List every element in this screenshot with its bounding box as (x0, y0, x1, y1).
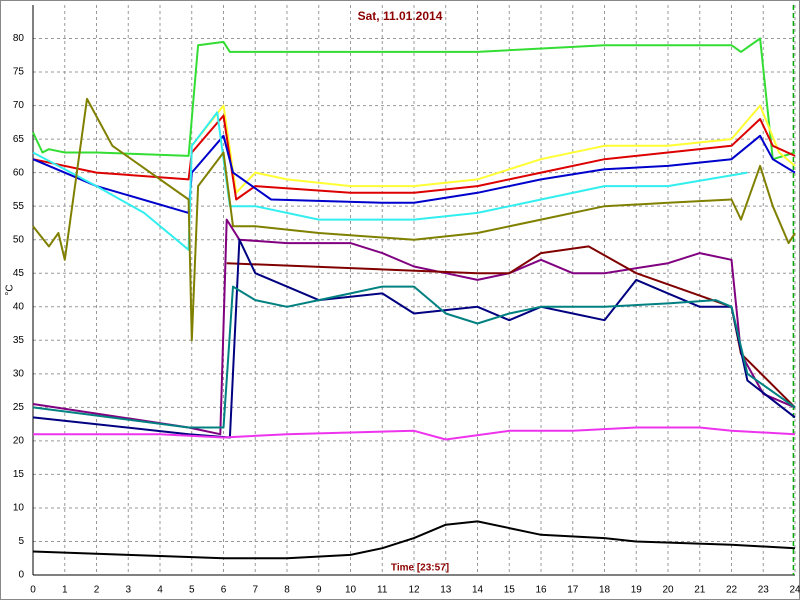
x-tick-label: 21 (694, 585, 706, 596)
series-line (32, 285, 796, 429)
y-tick-label: 0 (18, 570, 24, 581)
x-tick-label: 7 (252, 585, 258, 596)
x-tick-label: 16 (535, 585, 547, 596)
y-tick-label: 50 (13, 234, 25, 245)
x-tick-label: 8 (284, 585, 290, 596)
series-line (32, 520, 796, 560)
x-tick-label: 1 (62, 585, 68, 596)
series-line (32, 111, 748, 251)
y-tick-label: 10 (13, 503, 25, 514)
y-tick-label: 35 (13, 335, 25, 346)
x-tick-label: 10 (345, 585, 357, 596)
x-tick-label: 3 (125, 585, 131, 596)
y-tick-label: 55 (13, 201, 25, 212)
x-tick-label: 2 (94, 585, 100, 596)
x-tick-label: 12 (408, 585, 420, 596)
y-tick-label: 25 (13, 402, 25, 413)
y-axis-label: °C (5, 284, 16, 295)
series-line (191, 104, 796, 194)
chart-title: Sat, 11.01.2014 (358, 9, 443, 23)
x-tick-label: 19 (631, 585, 643, 596)
x-tick-label: 23 (758, 585, 770, 596)
series-line (32, 97, 796, 342)
y-tick-label: 20 (13, 436, 25, 447)
y-tick-label: 70 (13, 100, 25, 111)
x-tick-label: 14 (472, 585, 484, 596)
series-line (32, 37, 796, 161)
y-tick-label: 45 (13, 268, 25, 279)
series-line (33, 426, 796, 441)
y-tick-label: 30 (13, 368, 25, 379)
x-tick-label: 5 (189, 585, 195, 596)
x-tick-label: 18 (599, 585, 611, 596)
x-tick-label: 17 (567, 585, 579, 596)
x-tick-label: 24 (789, 585, 800, 596)
x-tick-label: 11 (377, 585, 388, 596)
x-tick-label: 13 (440, 585, 452, 596)
y-tick-label: 15 (13, 469, 25, 480)
y-tick-label: 40 (13, 301, 25, 312)
x-tick-label: 9 (316, 585, 322, 596)
x-tick-label: 4 (157, 585, 163, 596)
x-tick-label: 0 (30, 585, 36, 596)
x-tick-label: 20 (662, 585, 674, 596)
y-tick-label: 80 (13, 33, 25, 44)
y-tick-label: 65 (13, 134, 25, 145)
series-line (32, 218, 796, 436)
y-tick-label: 60 (13, 167, 25, 178)
y-tick-label: 75 (13, 67, 25, 78)
x-tick-label: 15 (504, 585, 516, 596)
x-axis-label: Time [23:57] (391, 563, 449, 574)
y-tick-label: 5 (18, 536, 24, 547)
x-tick-label: 6 (221, 585, 227, 596)
series-line (32, 238, 796, 439)
x-tick-label: 22 (726, 585, 738, 596)
